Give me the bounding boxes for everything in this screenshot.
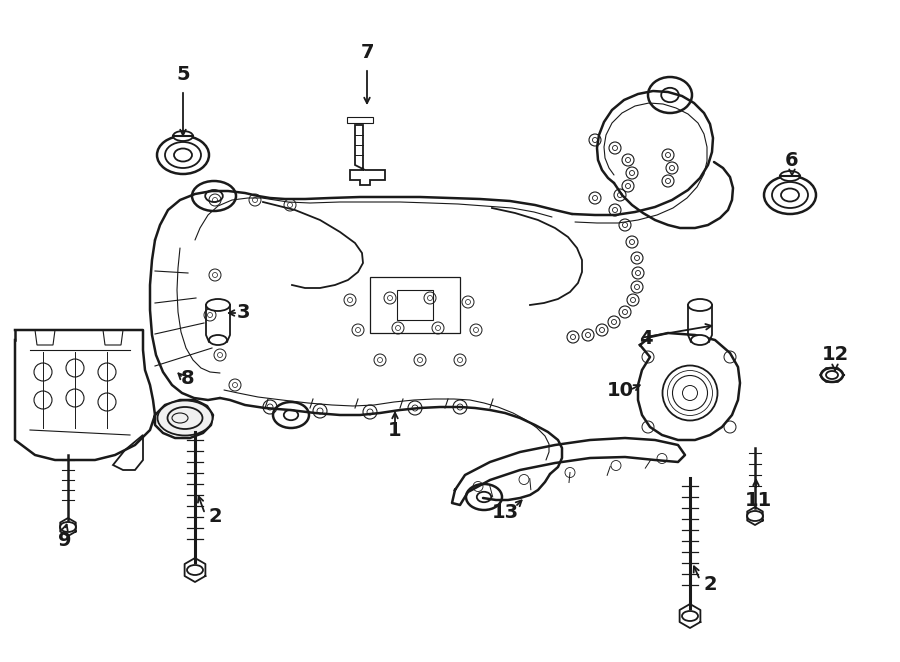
Text: 9: 9 [58, 530, 72, 549]
Ellipse shape [821, 368, 843, 382]
Text: 6: 6 [785, 150, 799, 169]
Text: 13: 13 [491, 502, 518, 522]
Text: 2: 2 [208, 506, 221, 526]
Text: 12: 12 [822, 346, 849, 365]
Ellipse shape [209, 335, 227, 345]
Ellipse shape [173, 131, 193, 141]
Text: 2: 2 [703, 575, 716, 594]
Text: 5: 5 [176, 66, 190, 85]
Ellipse shape [688, 299, 712, 311]
Ellipse shape [60, 522, 76, 532]
Ellipse shape [206, 299, 230, 311]
Text: 10: 10 [607, 381, 634, 399]
Ellipse shape [158, 401, 212, 436]
Text: 3: 3 [236, 303, 250, 322]
Ellipse shape [187, 565, 203, 575]
Text: 4: 4 [639, 328, 652, 348]
Ellipse shape [780, 171, 800, 181]
Ellipse shape [691, 335, 709, 345]
Ellipse shape [682, 611, 698, 621]
Text: 8: 8 [181, 369, 194, 387]
Text: 1: 1 [388, 420, 401, 440]
Text: 11: 11 [744, 491, 771, 510]
Text: 7: 7 [360, 42, 373, 62]
Ellipse shape [747, 511, 763, 521]
